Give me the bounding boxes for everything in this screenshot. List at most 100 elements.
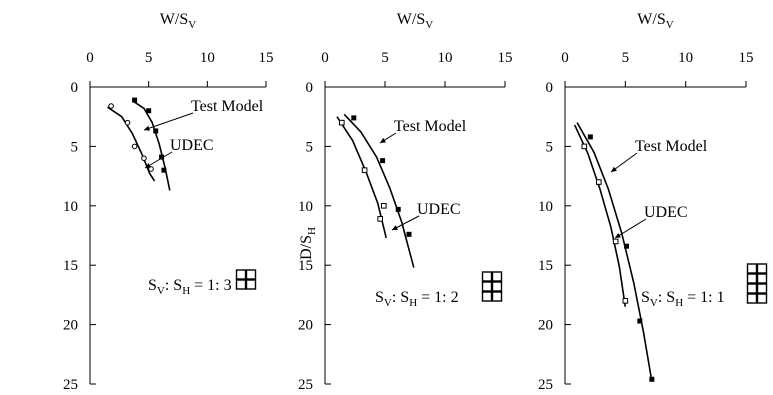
series-curve-udec [573, 124, 627, 307]
annotation-udec: UDEC [170, 137, 214, 154]
data-point [148, 166, 154, 172]
y-tick-label: 0 [71, 80, 79, 96]
2x3-grid-icon [481, 271, 503, 302]
icon-cell [756, 263, 768, 274]
data-point [637, 318, 643, 324]
y-tick-label: 25 [538, 377, 553, 393]
annotation-udec: UDEC [417, 201, 461, 218]
x-tick-label: 15 [739, 50, 754, 66]
icon-cell [245, 279, 257, 290]
icon-cell [746, 283, 758, 294]
y-tick-label: 5 [546, 139, 554, 155]
icon-cell [491, 281, 503, 292]
data-point [339, 119, 345, 126]
chart-panel-a: 0 5 10 15 0 5 10 15 20 25 W/SV Test Model UDEC SV: SH… [63, 11, 274, 393]
x-tick-label: 15 [259, 50, 274, 66]
data-point [124, 119, 131, 126]
icon-cell [235, 279, 247, 290]
spacing-ratio-label: SV: SH = 1: 2 [375, 289, 459, 309]
data-point [131, 143, 138, 150]
data-point [595, 179, 602, 185]
y-tick-label: 10 [298, 199, 313, 215]
x-tick-label: 0 [561, 50, 569, 66]
spacing-ratio-label: SV: SH = 1: 3 [148, 277, 232, 297]
y-tick-label: 5 [71, 139, 79, 155]
x-axis-label: W/SV [637, 11, 673, 31]
icon-cell [756, 293, 768, 304]
x-axis-label: W/SV [397, 11, 433, 31]
series-curve-test-model [343, 113, 415, 268]
annotation-arrowhead [392, 225, 398, 230]
data-point [377, 216, 383, 222]
y-tick-label: 20 [298, 318, 313, 334]
data-point [153, 128, 159, 134]
y-tick-label: 0 [546, 80, 554, 96]
x-tick-label: 0 [321, 50, 329, 66]
chart-panel-b: 0 5 10 15 0 5 10 15 20 25 W/SV D/SH Test Model UDEC SV… [298, 11, 513, 393]
annotation-leader [614, 218, 647, 239]
y-tick-label: 25 [63, 377, 78, 393]
icon-cell [481, 271, 493, 282]
annotation-arrowhead [615, 232, 621, 238]
data-point [380, 158, 386, 164]
series-curve-udec [107, 106, 156, 182]
annotation-test-model: Test Model [394, 118, 467, 135]
icon-cell [491, 271, 503, 282]
data-point [406, 231, 412, 237]
series-curve-test-model [576, 122, 653, 382]
y-tick-label: 15 [298, 258, 313, 274]
x-tick-label: 0 [86, 50, 94, 66]
data-point [159, 154, 165, 160]
data-point [108, 103, 114, 109]
icon-cell [756, 273, 768, 284]
data-point [141, 155, 147, 162]
data-point [581, 143, 588, 150]
icon-cell [481, 281, 493, 292]
y-tick-label: 0 [306, 80, 314, 96]
data-point [612, 238, 619, 245]
data-point [622, 298, 629, 304]
x-tick-label: 10 [200, 50, 215, 66]
y-tick-label: 10 [63, 199, 78, 215]
x-tick-label: 5 [381, 50, 389, 66]
annotation-arrowhead [380, 137, 386, 143]
icon-cell [245, 269, 257, 280]
x-tick-label: 15 [498, 50, 513, 66]
y-tick-label: 20 [63, 318, 78, 334]
2x4-grid-icon [746, 263, 768, 304]
data-point [132, 97, 138, 103]
data-point [395, 206, 401, 212]
annotation-leader [143, 112, 194, 131]
icon-cell [746, 263, 758, 274]
spacing-ratio-label: SV: SH = 1: 1 [641, 289, 725, 309]
annotation-arrowhead [611, 166, 617, 172]
icon-cell [746, 293, 758, 304]
data-point [649, 376, 655, 382]
2x2-grid-icon [235, 269, 257, 290]
icon-cell [756, 283, 768, 294]
chart-panel-c: 0 5 10 15 0 5 10 15 20 25 W/SV Test Model UDEC SV: SH… [538, 11, 768, 393]
y-tick-label: 10 [538, 199, 553, 215]
y-axis-label: D/SH [298, 227, 318, 260]
icon-cell [746, 273, 758, 284]
data-point [624, 243, 630, 249]
data-point [587, 134, 593, 140]
annotation-test-model: Test Model [191, 98, 264, 115]
y-tick-label: 5 [306, 139, 314, 155]
x-tick-label: 5 [622, 50, 630, 66]
annotation-arrowhead [145, 163, 151, 168]
y-tick-label: 20 [538, 318, 553, 334]
y-tick-label: 15 [538, 258, 553, 274]
annotation-test-model: Test Model [635, 138, 708, 155]
x-tick-label: 10 [438, 50, 453, 66]
data-point [381, 203, 387, 209]
icon-cell [491, 291, 503, 302]
x-tick-label: 5 [145, 50, 153, 66]
data-point [161, 167, 167, 173]
annotation-udec: UDEC [644, 204, 688, 221]
y-tick-label: 15 [63, 258, 78, 274]
icon-cell [235, 269, 247, 280]
data-point [146, 108, 152, 114]
data-point [361, 167, 368, 173]
